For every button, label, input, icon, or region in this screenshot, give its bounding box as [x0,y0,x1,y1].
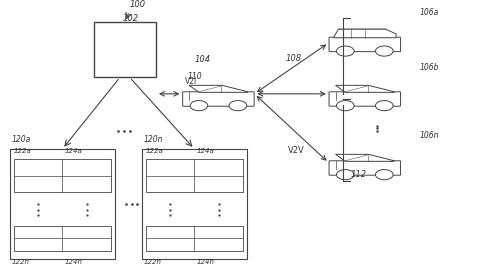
FancyBboxPatch shape [182,92,254,106]
Bar [146,159,243,192]
Text: 106n: 106n [420,131,440,140]
Bar [142,149,247,259]
Text: 124a: 124a [197,148,215,154]
Circle shape [375,46,393,56]
Text: V2I: V2I [185,77,197,86]
Circle shape [229,100,247,111]
Text: 106b: 106b [420,63,440,72]
Text: 124n: 124n [65,259,83,265]
Text: 122n: 122n [144,259,162,265]
Text: 102: 102 [122,14,139,23]
Circle shape [375,100,393,111]
Circle shape [190,100,208,111]
Text: 106a: 106a [420,8,439,17]
FancyBboxPatch shape [329,161,400,175]
Bar [10,149,115,259]
Bar [94,22,156,77]
Circle shape [336,46,354,56]
Bar [146,226,243,251]
Circle shape [336,100,354,111]
Text: 112: 112 [350,170,367,179]
Text: 108: 108 [286,54,302,63]
Text: 124a: 124a [65,148,83,154]
Text: 120a: 120a [12,135,31,144]
Text: 122a: 122a [145,148,163,154]
Text: 110: 110 [187,72,202,81]
Text: 104: 104 [194,55,211,64]
Text: 122n: 122n [12,259,30,265]
Polygon shape [336,85,394,92]
Circle shape [375,169,393,180]
Text: V2V: V2V [288,146,305,155]
Polygon shape [334,29,396,38]
Polygon shape [336,154,394,161]
Bar [14,159,111,192]
Circle shape [336,169,354,180]
Text: 122a: 122a [13,148,31,154]
Text: 124n: 124n [197,259,215,265]
Bar [14,226,111,251]
FancyBboxPatch shape [329,37,400,52]
FancyBboxPatch shape [329,92,400,106]
Text: 120n: 120n [144,135,164,144]
Polygon shape [189,85,248,92]
Text: 100: 100 [130,0,146,9]
